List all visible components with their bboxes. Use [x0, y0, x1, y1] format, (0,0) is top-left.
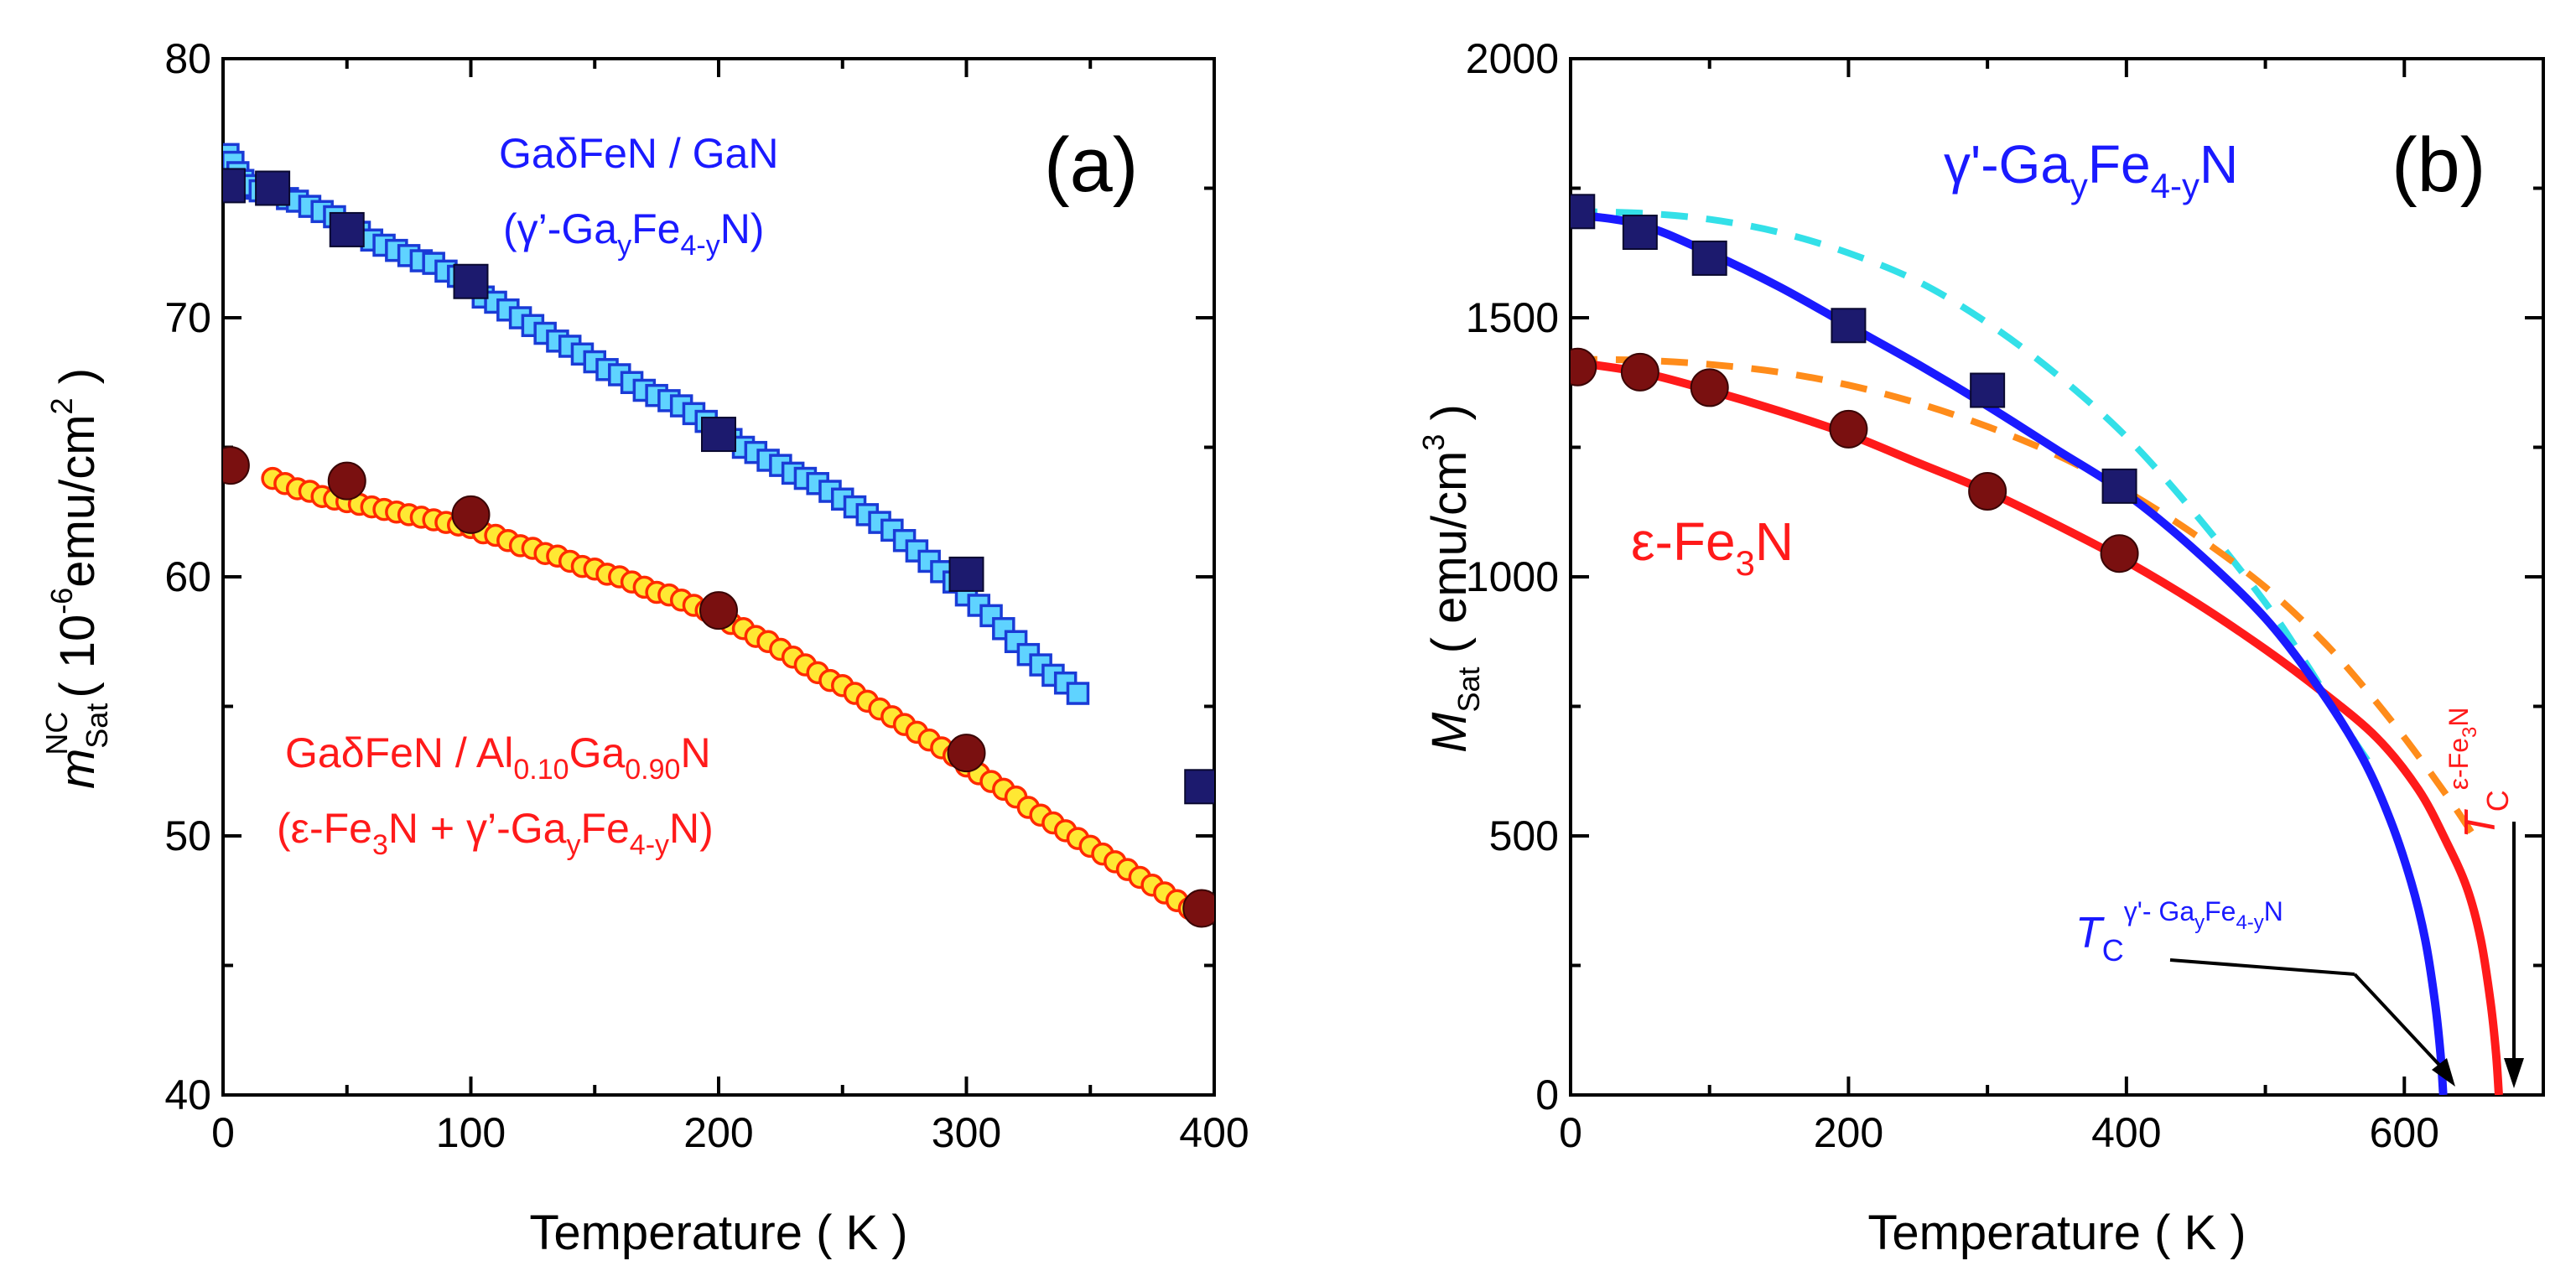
x-tick-label: 0 — [211, 1109, 235, 1156]
data-point-maroon-circle — [451, 495, 491, 534]
x-tick-label: 200 — [1814, 1109, 1883, 1156]
y-tick-label: 80 — [164, 35, 211, 82]
data-point-maroon-circle — [1968, 472, 2007, 511]
panel-b-gamma-label: γ'-GayFe4-yN — [1944, 134, 2238, 205]
panel-a-x-axis-label: Temperature ( K ) — [529, 1206, 907, 1260]
panel-b-tc-gamma-arrow-shaft — [2169, 958, 2355, 976]
panel-b-tc-epsilon-label: TCε-Fe3N — [2444, 708, 2515, 839]
series-line-epsilon-fit — [1571, 357, 2503, 1095]
data-point-blue-square — [1066, 682, 1090, 705]
panel-a-blue-annotation-line2: (γ’-GayFe4-yN) — [503, 205, 764, 262]
panel-b-tc-gamma-label: TCγ'- GayFe4-yN — [2075, 896, 2283, 968]
panel-a: 0 100 200 300 400 40 50 60 70 80 (a) GaδFeN / Ga… — [39, 35, 1249, 1260]
y-tick-label: 500 — [1489, 812, 1559, 859]
data-point-maroon-circle — [1182, 889, 1214, 928]
data-point-navy-square — [223, 168, 246, 204]
data-point-navy-square — [1691, 240, 1727, 276]
data-point-navy-square — [453, 263, 489, 299]
data-point-navy-square — [1571, 194, 1596, 230]
x-tick-label: 300 — [932, 1109, 1001, 1156]
panel-a-series — [223, 143, 1214, 928]
panel-a-label: (a) — [1044, 122, 1138, 208]
data-point-navy-square — [948, 556, 984, 592]
panel-b-series — [1571, 194, 2503, 1095]
panel-a-y-tick-labels: 40 50 60 70 80 — [164, 35, 211, 1118]
data-point-maroon-circle — [699, 591, 738, 630]
x-tick-label: 400 — [1179, 1109, 1249, 1156]
data-point-maroon-circle — [2100, 534, 2139, 573]
y-tick-label: 50 — [164, 812, 211, 859]
data-point-navy-square — [2101, 468, 2137, 504]
x-tick-label: 400 — [2091, 1109, 2161, 1156]
panel-b: 0 200 400 600 0 500 1000 1500 2000 (b) γ'-GayFe… — [1416, 35, 2545, 1260]
panel-a-blue-annotation-line1: GaδFeN / GaN — [499, 130, 778, 177]
series-line-gamma-fit — [1571, 210, 2448, 1095]
data-point-maroon-circle — [1571, 347, 1597, 387]
panel-b-y-axis-label: MSat ( emu/cm3 ) — [1416, 404, 1486, 753]
panel-a-red-annotation-line2: (ε-Fe3N + γ’-GayFe4-yN) — [277, 805, 714, 861]
panel-a-frame — [221, 57, 1216, 1097]
data-point-maroon-circle — [223, 446, 250, 485]
data-point-navy-square — [255, 170, 291, 206]
panel-b-x-tick-labels: 0 200 400 600 — [1559, 1109, 2439, 1156]
panel-b-tc-gamma-arrow-diag — [2353, 973, 2450, 1077]
panel-a-red-annotation-line1: GaδFeN / Al0.10Ga0.90N — [285, 729, 711, 786]
x-tick-label: 200 — [683, 1109, 753, 1156]
data-point-maroon-circle — [947, 734, 986, 773]
data-point-maroon-circle — [1829, 409, 1868, 449]
data-point-navy-square — [329, 211, 365, 247]
y-tick-label: 2000 — [1466, 35, 1559, 82]
data-point-navy-square — [1831, 308, 1867, 344]
y-tick-label: 40 — [164, 1071, 211, 1118]
panel-b-tc-epsilon-arrowhead — [2504, 1058, 2524, 1088]
x-tick-label: 600 — [2370, 1109, 2439, 1156]
x-tick-label: 0 — [1559, 1109, 1582, 1156]
y-tick-label: 60 — [164, 553, 211, 600]
panel-b-epsilon-label: ε-Fe3N — [1631, 511, 1794, 583]
data-point-navy-square — [1970, 372, 2006, 408]
data-point-maroon-circle — [327, 461, 366, 501]
data-point-navy-square — [1184, 769, 1214, 805]
panel-b-y-tick-labels: 0 500 1000 1500 2000 — [1466, 35, 1559, 1118]
data-point-blue-square — [979, 604, 1003, 628]
y-tick-label: 1000 — [1466, 553, 1559, 600]
panel-a-x-tick-labels: 0 100 200 300 400 — [211, 1109, 1249, 1156]
panel-b-frame — [1569, 57, 2545, 1097]
data-point-maroon-circle — [1690, 368, 1729, 407]
panel-b-label: (b) — [2392, 122, 2485, 208]
panel-b-ticks — [1569, 57, 2545, 1097]
y-tick-label: 70 — [164, 294, 211, 341]
panel-b-x-axis-label: Temperature ( K ) — [1867, 1206, 2246, 1260]
panel-a-y-axis-label: mSatNC( 10-6emu/cm2 ) — [39, 368, 114, 789]
x-tick-label: 100 — [436, 1109, 506, 1156]
data-point-navy-square — [701, 417, 736, 453]
panel-b-tc-gamma-arrowhead — [2432, 1058, 2455, 1087]
y-tick-label: 0 — [1535, 1071, 1559, 1118]
data-point-maroon-circle — [1620, 352, 1659, 392]
data-point-navy-square — [1622, 215, 1658, 251]
series-line-gamma-dashed — [1571, 208, 2373, 765]
y-tick-label: 1500 — [1466, 294, 1559, 341]
panel-a-ticks — [221, 57, 1216, 1097]
